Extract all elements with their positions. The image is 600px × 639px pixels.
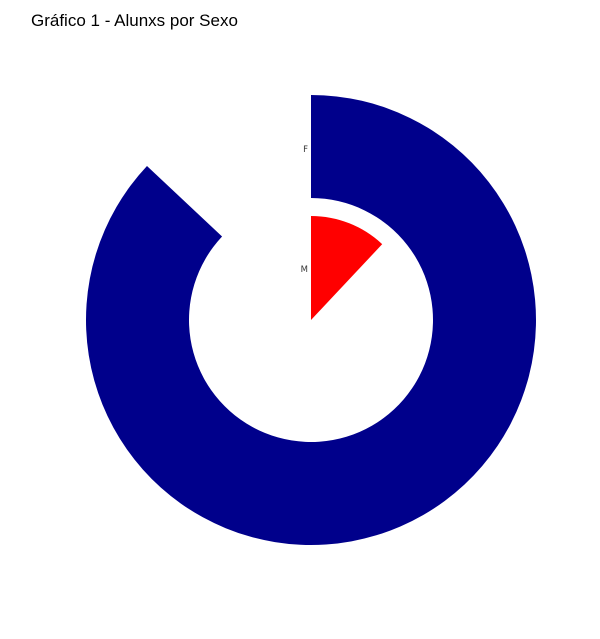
chart-title: Gráfico 1 - Alunxs por Sexo (31, 11, 238, 30)
labels-layer: FM (301, 145, 308, 275)
bars-layer (85, 95, 537, 545)
category-label-m: M (301, 265, 308, 275)
bar-m (311, 216, 383, 320)
category-label-f: F (303, 145, 308, 155)
bar-f (85, 95, 537, 545)
